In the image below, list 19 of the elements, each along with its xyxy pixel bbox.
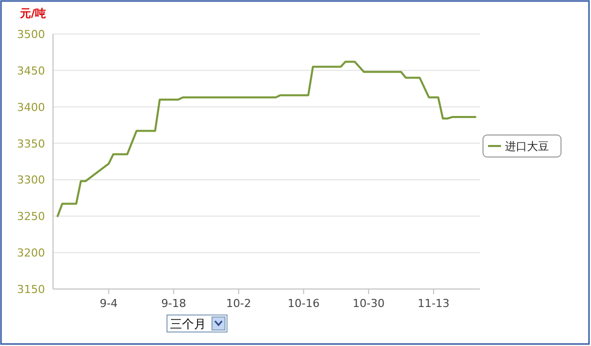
x-tick-label: 9-4 <box>100 297 118 310</box>
x-tick-label: 9-18 <box>161 297 186 310</box>
y-tick-label: 3450 <box>17 64 45 78</box>
y-tick-label: 3400 <box>17 100 45 114</box>
legend-label: 进口大豆 <box>505 140 549 153</box>
y-tick-label: 3500 <box>17 28 45 41</box>
x-tick-label: 11-13 <box>418 297 450 310</box>
y-tick-label: 3200 <box>17 246 45 260</box>
legend: 进口大豆 <box>482 134 562 158</box>
y-tick-label: 3150 <box>17 283 45 296</box>
x-tick-label: 10-2 <box>226 297 252 310</box>
select: 三个月 <box>166 314 228 332</box>
y-tick-label: 3250 <box>17 210 45 224</box>
y-tick-label: 3350 <box>17 137 45 150</box>
x-tick-label: 10-16 <box>288 297 320 310</box>
y-tick-label: 3300 <box>17 174 45 187</box>
y-axis-title: 元/吨 <box>19 7 46 20</box>
x-tick-label: 10-30 <box>352 297 385 310</box>
line-series <box>56 60 476 218</box>
